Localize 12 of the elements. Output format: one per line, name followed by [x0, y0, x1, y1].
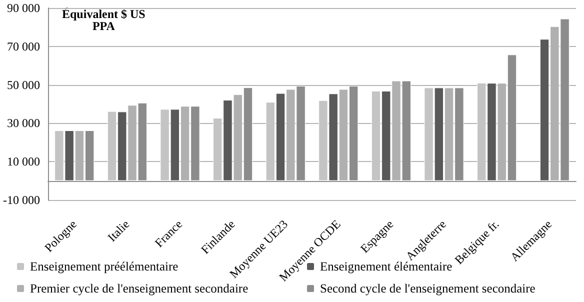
y-tick-label: 70 000	[7, 39, 40, 54]
legend-label: Enseignement élémentaire	[320, 260, 453, 274]
x-tick-label: Italie	[104, 217, 132, 244]
legend-label: Premier cycle de l'enseignement secondaire	[30, 282, 249, 296]
annotation: Équivalent $ US PPA	[62, 7, 146, 33]
legend-label: Second cycle de l'enseignement secondaire	[320, 282, 536, 296]
y-tick-label: -10 000	[3, 193, 40, 207]
y-tick-label: 10 000	[7, 154, 40, 169]
legend-label: Enseignement préélémentaire	[30, 260, 179, 274]
y-tick-label: 90 000	[7, 1, 40, 15]
y-tick-label: 30 000	[7, 116, 40, 130]
y-tick-label: 50 000	[7, 78, 40, 92]
